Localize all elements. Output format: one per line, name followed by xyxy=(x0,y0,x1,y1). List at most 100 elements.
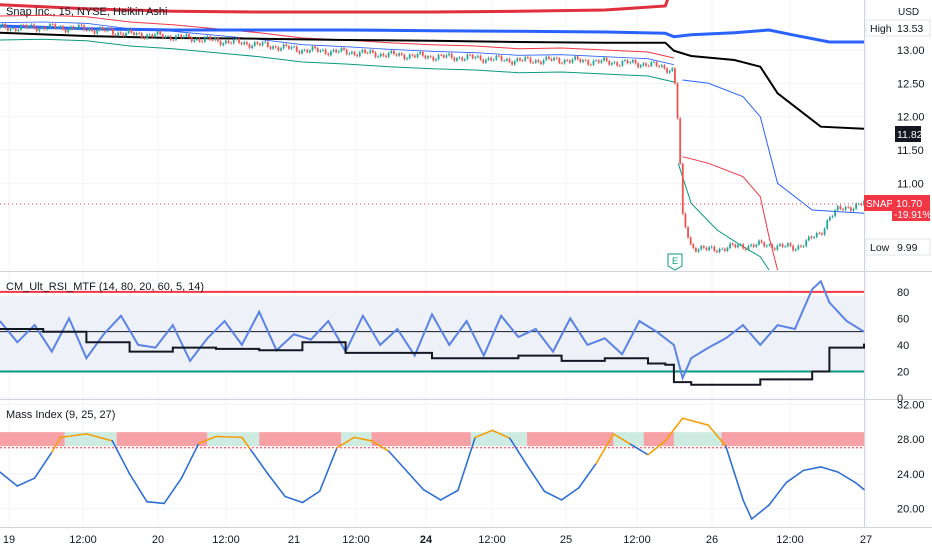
candle-up xyxy=(311,46,314,51)
candle-up xyxy=(282,44,285,49)
candle-down xyxy=(734,244,737,248)
candle-down xyxy=(238,38,240,43)
candle-up xyxy=(27,26,30,28)
candle-up xyxy=(30,24,33,27)
candle-up xyxy=(332,49,335,52)
price-axis[interactable]: 13.00 12.50 12.00 11.50 11.00 80 60 40 20 032.00 2… xyxy=(897,45,925,516)
candle-up xyxy=(222,43,225,46)
candle-down xyxy=(230,42,233,44)
candle-up xyxy=(721,248,724,250)
candle-up xyxy=(826,220,829,229)
candle-down xyxy=(847,206,850,208)
candle-up xyxy=(175,35,177,41)
mass-index-segment xyxy=(51,436,62,453)
earnings-marker[interactable]: E xyxy=(667,253,683,271)
last-price-tag[interactable] xyxy=(892,195,930,221)
candle-up xyxy=(351,51,353,54)
candle-down xyxy=(424,55,427,59)
candle-down xyxy=(608,61,611,65)
candle-down xyxy=(6,27,9,31)
rsi-lines xyxy=(0,279,865,386)
mass-index-segment xyxy=(405,469,425,491)
candle-up xyxy=(797,245,800,250)
candle-up xyxy=(319,50,322,52)
candle-up xyxy=(802,246,805,247)
mass-index-segment xyxy=(215,435,243,439)
candle-down xyxy=(298,51,301,54)
candle-up xyxy=(88,28,91,31)
candle-up xyxy=(794,249,797,251)
candle-down xyxy=(51,24,54,25)
candle-up xyxy=(613,62,616,64)
mass-tick-label: 24.00 xyxy=(897,469,925,481)
candle-down xyxy=(442,55,445,58)
candle-up xyxy=(177,34,180,36)
time-tick-label: 12:00 xyxy=(776,534,804,546)
candle-up xyxy=(232,39,235,44)
candle-up xyxy=(408,54,411,59)
candle-up xyxy=(59,26,62,28)
candle-down xyxy=(356,54,359,57)
candle-up xyxy=(516,58,519,62)
candle-up xyxy=(348,53,351,55)
candle-down xyxy=(429,56,432,58)
mass-zone xyxy=(259,432,342,447)
time-tick-label: 12:00 xyxy=(212,534,240,546)
currency-label[interactable]: USD xyxy=(898,7,919,18)
mass-index-segment xyxy=(180,442,200,480)
candle-up xyxy=(534,60,537,63)
rsi-tick-label: 40 xyxy=(897,340,909,352)
candle-up xyxy=(416,53,419,58)
candle-up xyxy=(117,32,120,36)
candle-down xyxy=(752,244,755,247)
candle-down xyxy=(366,52,369,54)
candle-up xyxy=(786,243,789,247)
candle-up xyxy=(290,46,293,49)
candle-down xyxy=(566,59,569,61)
earnings-icon[interactable] xyxy=(667,253,683,271)
mass-index-segment xyxy=(785,469,805,484)
candle-down xyxy=(540,61,542,64)
candle-down xyxy=(469,54,471,56)
candle-down xyxy=(198,38,201,42)
candle-down xyxy=(335,49,338,53)
candle-up xyxy=(253,42,256,46)
candle-up xyxy=(642,63,645,66)
time-axis[interactable]: 19 12:00 20 12:00 21 12:00 24 12:00 25 12:00 26 12:… xyxy=(3,534,872,546)
mass-index-lines xyxy=(0,417,865,520)
candle-up xyxy=(70,26,72,30)
candle-down xyxy=(666,68,668,73)
candle-down xyxy=(461,57,464,61)
mass-zone xyxy=(613,432,644,447)
candle-down xyxy=(219,41,222,46)
candle-up xyxy=(542,60,545,64)
candle-down xyxy=(114,34,117,36)
candle-down xyxy=(684,213,687,228)
candle-up xyxy=(390,50,393,53)
candle-up xyxy=(456,58,458,61)
candle-down xyxy=(626,60,629,64)
candle-up xyxy=(718,248,721,253)
candle-down xyxy=(490,57,492,61)
mass-zone xyxy=(673,432,722,447)
candle-down xyxy=(172,39,175,41)
candle-up xyxy=(148,34,151,36)
mass-index-segment xyxy=(629,443,649,456)
candle-up xyxy=(235,38,238,40)
rsi-tick-label: 20 xyxy=(897,366,909,378)
candle-down xyxy=(85,30,88,31)
candle-down xyxy=(647,65,650,67)
candle-down xyxy=(705,247,708,250)
candle-up xyxy=(224,40,227,44)
mid-envelope-line xyxy=(0,21,674,66)
post-earnings-blue-line xyxy=(682,79,865,214)
candle-up xyxy=(495,55,498,60)
candle-down xyxy=(400,53,403,55)
time-tick-label: 24 xyxy=(420,534,433,546)
price-tick-label: 12.00 xyxy=(897,112,925,124)
mass-index-segment xyxy=(664,417,684,442)
mass-index-segment xyxy=(724,445,744,501)
candle-up xyxy=(398,53,401,56)
candle-up xyxy=(700,245,703,250)
